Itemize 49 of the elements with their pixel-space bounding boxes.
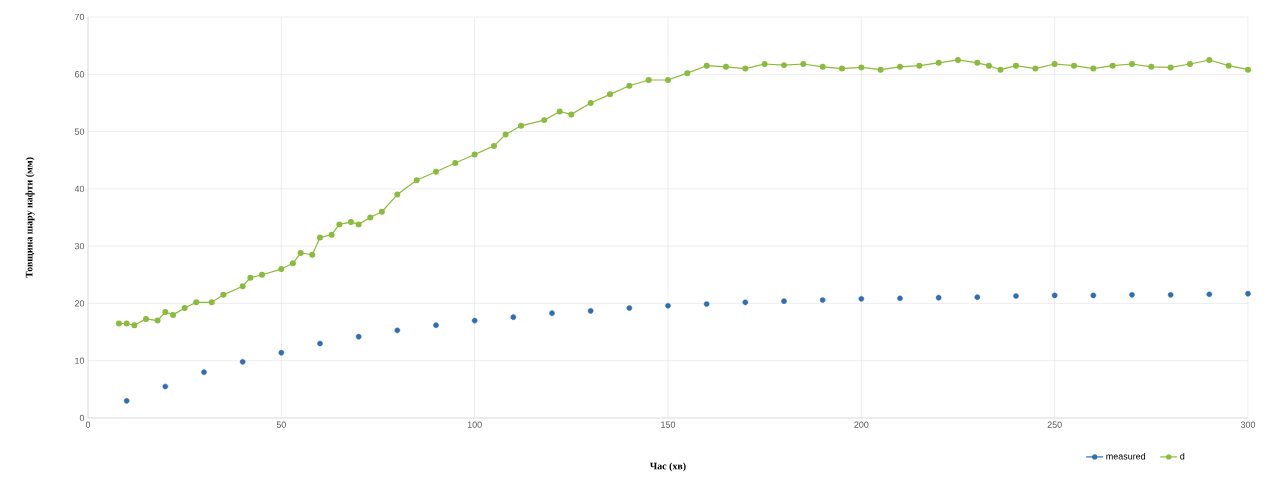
point — [278, 349, 285, 356]
point — [201, 369, 207, 375]
y-tick-label: 40 — [74, 185, 85, 193]
point — [626, 305, 633, 311]
point — [1167, 292, 1174, 298]
point — [587, 308, 594, 314]
y-tick-label: 10 — [75, 357, 85, 364]
point — [355, 333, 362, 340]
point — [974, 294, 981, 300]
point — [162, 383, 169, 390]
y-tick-label: 70 — [74, 13, 85, 21]
x-axis-title: Час (хв) — [650, 462, 686, 472]
y-tick-label: 30 — [74, 242, 85, 250]
x-tick-label: 250 — [1047, 421, 1062, 428]
y-tick-label: 0 — [79, 414, 85, 422]
point — [433, 322, 439, 328]
point — [549, 310, 555, 316]
point — [935, 294, 942, 301]
x-tick-label: 0 — [85, 421, 91, 428]
point — [471, 317, 478, 324]
point — [819, 297, 826, 303]
point — [1206, 291, 1213, 298]
x-tick-label: 50 — [276, 421, 286, 428]
point — [897, 295, 903, 302]
point — [1129, 292, 1135, 298]
y-tick-label: 20 — [74, 300, 85, 307]
point — [510, 314, 517, 320]
point — [665, 302, 671, 309]
point — [858, 296, 865, 302]
x-tick-label: 300 — [1240, 421, 1256, 428]
x-tick-label: 200 — [854, 421, 869, 428]
point — [781, 298, 787, 304]
point — [1245, 290, 1251, 297]
y-tick-label: 60 — [74, 71, 85, 78]
x-tick-label: 150 — [661, 421, 676, 428]
point — [123, 398, 130, 404]
point — [703, 301, 710, 307]
point — [1013, 293, 1019, 299]
point — [317, 340, 323, 347]
point — [394, 327, 401, 334]
point — [1090, 292, 1097, 299]
legend-label: measured — [1106, 452, 1146, 460]
x-tick-label: 100 — [467, 421, 482, 428]
y-tick-label: 50 — [74, 128, 85, 135]
point — [239, 359, 246, 365]
legend-label: d — [1180, 452, 1185, 460]
point — [1051, 292, 1058, 299]
y-axis-title: Товщина шару нафти (мм) — [25, 157, 35, 278]
point — [742, 299, 749, 306]
